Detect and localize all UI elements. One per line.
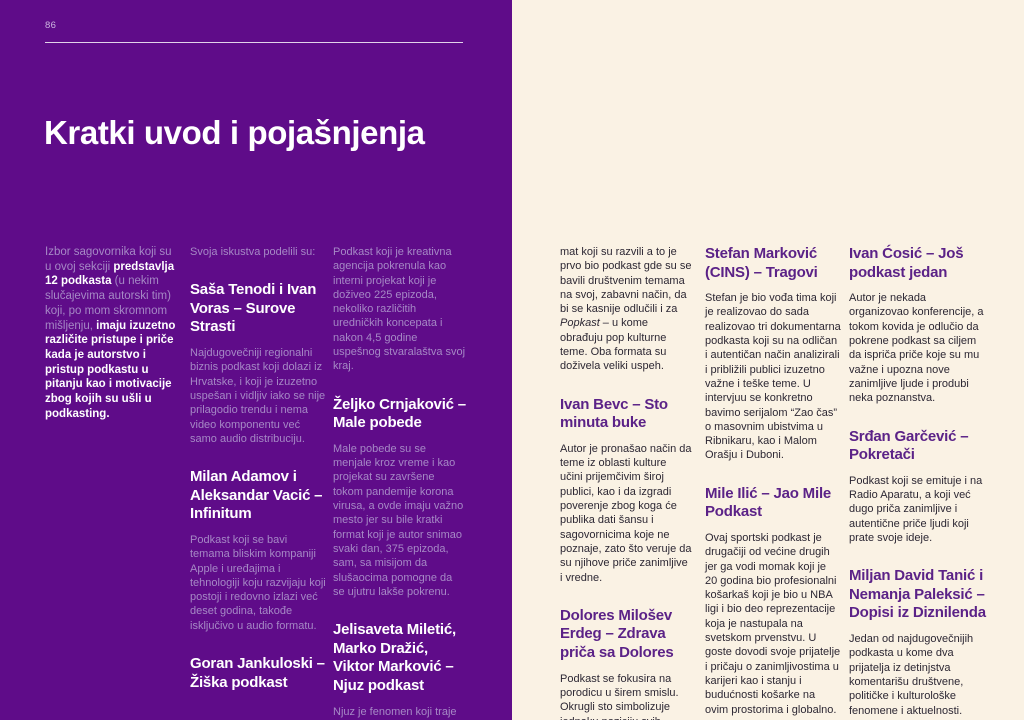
podcast-description: Njuz je fenomen koji traje deceniju i po… bbox=[333, 705, 461, 720]
right-column-2: Stefan Marković (CINS) – Tragovi Stefan … bbox=[705, 245, 841, 720]
podcast-heading: Mile Ilić – Jao Mile Podkast bbox=[705, 484, 832, 521]
podcast-description: Podkast koji se bavi temama bliskim komp… bbox=[190, 533, 326, 632]
right-column-3: Ivan Ćosić – Još podkast jedan Autor je … bbox=[849, 245, 989, 720]
continuation-text-2: – u kome obrađuju pop kulturne teme. Oba… bbox=[560, 317, 667, 373]
podcast-entry: Goran Jankuloski – Žiška podkast bbox=[190, 655, 326, 692]
podcast-description: Ovaj sportski podkast je drugačiji od ve… bbox=[705, 531, 841, 716]
podcast-heading: Miljan David Tanić i Nemanja Paleksić – … bbox=[849, 567, 986, 622]
continuation-italic: Popkast bbox=[560, 317, 600, 330]
column-lead: Podkast koji je kreativna agencija pokre… bbox=[333, 246, 466, 373]
podcast-heading: Goran Jankuloski – Žiška podkast bbox=[190, 655, 325, 691]
continuation-paragraph: mat koji su razvili a to je prvo bio pod… bbox=[560, 245, 692, 374]
column-lead: Svoja iskustva podelili su: bbox=[190, 246, 316, 258]
podcast-heading: Željko Crnjaković – Male pobede bbox=[333, 395, 466, 432]
intro-text-2: (u nekim slučajevima autorski tim) koji,… bbox=[45, 275, 171, 332]
podcast-entry: Dolores Milošev Erdeg – Zdrava priča sa … bbox=[560, 607, 692, 720]
page-number: 86 bbox=[45, 20, 57, 31]
podcast-description: Podkast se fokusira na porodicu u širem … bbox=[560, 672, 679, 720]
right-page: mat koji su razvili a to je prvo bio pod… bbox=[512, 0, 1024, 720]
intro-paragraph: Izbor sagovornika koji su u ovoj sekciji… bbox=[45, 245, 179, 421]
podcast-entry: Milan Adamov i Aleksandar Vacić – Infini… bbox=[190, 468, 326, 633]
podcast-description: Podkast koji se emituje i na Radio Apara… bbox=[849, 474, 983, 544]
right-column-1: mat koji su razvili a to je prvo bio pod… bbox=[560, 245, 692, 720]
left-column-intro: Izbor sagovornika koji su u ovoj sekciji… bbox=[45, 245, 179, 431]
podcast-heading: Srđan Garčević – Pokretači bbox=[849, 427, 969, 464]
podcast-heading: Dolores Milošev Erdeg – Zdrava priča sa … bbox=[560, 606, 674, 662]
intro-bold-1: predstavlja 12 podkasta bbox=[45, 260, 175, 288]
podcast-entry: Jelisaveta Miletić, Marko Dražić, Viktor… bbox=[333, 621, 466, 720]
podcast-entry: Miljan David Tanić i Nemanja Paleksić – … bbox=[849, 567, 989, 718]
podcast-description: Male pobede su se menjale kroz vreme i k… bbox=[333, 442, 464, 598]
podcast-description: Najdugovečniji regionalni biznis podkast… bbox=[190, 347, 326, 445]
podcast-description: Autor je nekada organizovao konferencije… bbox=[849, 292, 984, 405]
podcast-entry: Saša Tenodi i Ivan Voras – Surove Strast… bbox=[190, 281, 326, 446]
podcast-heading: Milan Adamov i Aleksandar Vacić – Infini… bbox=[190, 468, 323, 523]
left-page: 86 Kratki uvod i pojašnjenja Izbor sagov… bbox=[0, 0, 512, 720]
podcast-description: Jedan od najdugovečnijih podkasta u kome… bbox=[849, 633, 974, 717]
podcast-entry: Mile Ilić – Jao Mile Podkast Ovaj sports… bbox=[705, 485, 841, 717]
podcast-heading: Saša Tenodi i Ivan Voras – Surove Strast… bbox=[190, 281, 317, 336]
podcast-entry: Stefan Marković (CINS) – Tragovi Stefan … bbox=[705, 245, 841, 463]
left-column-2: Svoja iskustva podelili su: Saša Tenodi … bbox=[190, 245, 326, 701]
podcast-entry: Srđan Garčević – Pokretači Podkast koji … bbox=[849, 428, 989, 546]
intro-text-1: Izbor sagovornika koji su u ovoj sekciji bbox=[45, 246, 172, 273]
podcast-description: Stefan je bio vođa tima koji je realizov… bbox=[705, 292, 841, 462]
podcast-heading: Ivan Bevc – Sto minuta buke bbox=[560, 395, 668, 432]
page-title: Kratki uvod i pojašnjenja bbox=[44, 114, 425, 151]
header-rule bbox=[45, 42, 463, 43]
podcast-heading: Stefan Marković (CINS) – Tragovi bbox=[705, 245, 818, 281]
left-column-3: Podkast koji je kreativna agencija pokre… bbox=[333, 245, 466, 720]
podcast-entry: Željko Crnjaković – Male pobede Male pob… bbox=[333, 396, 466, 599]
podcast-entry: Ivan Ćosić – Još podkast jedan Autor je … bbox=[849, 245, 989, 406]
continuation-text-1: mat koji su razvili a to je prvo bio pod… bbox=[560, 246, 692, 316]
podcast-heading: Jelisaveta Miletić, Marko Dražić, Viktor… bbox=[333, 621, 456, 694]
podcast-entry: Ivan Bevc – Sto minuta buke Autor je pro… bbox=[560, 396, 692, 585]
intro-bold-2: imaju izuzetno različite pristupe i prič… bbox=[45, 319, 176, 420]
podcast-heading: Ivan Ćosić – Još podkast jedan bbox=[849, 245, 964, 281]
podcast-description: Autor je pronašao način da teme iz oblas… bbox=[560, 442, 692, 584]
